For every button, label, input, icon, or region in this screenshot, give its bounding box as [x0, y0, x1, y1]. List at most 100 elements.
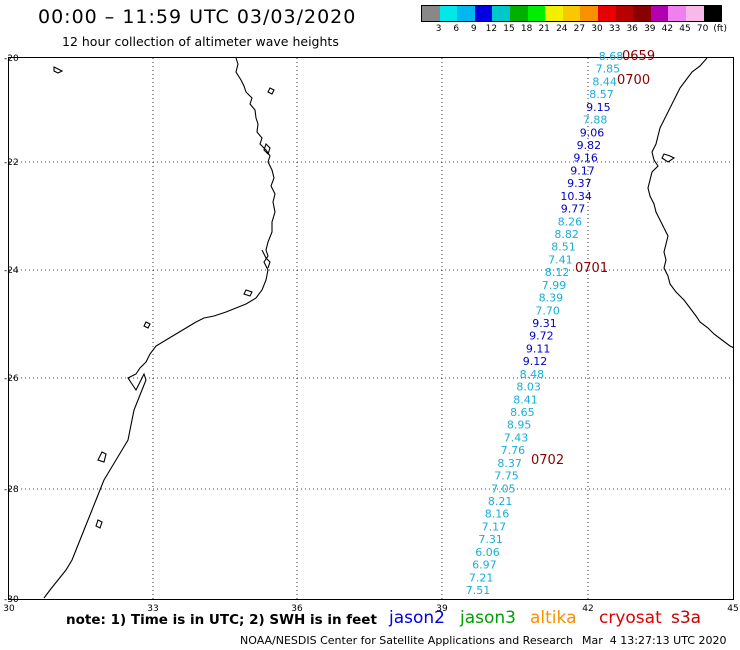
track-value: 8.51	[551, 241, 576, 254]
track-value: 7.76	[501, 444, 526, 457]
color-scale-label: 42	[661, 24, 674, 34]
track-value: 8.37	[497, 457, 522, 470]
track-value: 6.97	[472, 559, 497, 572]
satellite-s3a: s3a	[671, 608, 702, 628]
color-swatch	[597, 6, 616, 21]
note-text: note: 1) Time is in UTC; 2) SWH is in fe…	[66, 612, 377, 628]
island-8	[661, 153, 676, 163]
color-scale-label: 36	[626, 24, 638, 34]
latitude-label: -28	[4, 485, 19, 495]
latitude-label: -20	[4, 54, 19, 64]
track-value: 9.16	[573, 152, 598, 165]
map-frame	[8, 57, 734, 600]
color-scale-label: 24	[556, 24, 568, 34]
color-scale-label: 6	[453, 24, 460, 34]
color-scale-swatches	[421, 5, 723, 22]
color-scale-label: 3	[435, 24, 442, 34]
coastline-mainland-west	[43, 57, 276, 599]
longitude-label: 30	[3, 604, 15, 614]
satellite-cryosat: cryosat	[599, 608, 662, 628]
color-swatch	[580, 6, 598, 21]
lat-lon-grid	[9, 58, 733, 599]
track-value: 9.72	[529, 330, 554, 343]
color-scale-label: 15	[503, 24, 515, 34]
track-value: 9.17	[570, 164, 595, 177]
track-value: 6.06	[475, 546, 500, 559]
footer-date: Mar 4 13:27:13 UTC 2020	[582, 634, 727, 647]
track-value: 7.41	[548, 253, 573, 266]
latitude-label: -30	[4, 595, 19, 605]
longitude-label: 39	[436, 604, 448, 614]
track-value: 8.48	[520, 368, 545, 381]
map-title: 00:00 – 11:59 UTC 03/03/2020	[38, 6, 357, 28]
track-value: 9.06	[580, 126, 605, 139]
coastline-madagascar	[647, 57, 735, 349]
track-time-labels: 0659 0700 0701 0702	[531, 49, 655, 468]
color-scale-label: 9	[470, 24, 477, 34]
track-value: 8.41	[513, 393, 538, 406]
track-value: 9.11	[526, 342, 551, 355]
track-value: 8.95	[507, 419, 532, 432]
color-scale-label: 21	[538, 24, 550, 34]
color-swatch	[703, 6, 722, 21]
color-swatch	[615, 6, 634, 21]
color-swatch	[509, 6, 528, 21]
color-swatch	[422, 6, 440, 21]
longitude-label: 42	[582, 604, 593, 614]
color-swatch	[545, 6, 563, 21]
color-swatch	[474, 6, 493, 21]
color-scale-label: 70	[696, 24, 709, 34]
track-value: 8.39	[539, 292, 564, 305]
color-scale-label: 18	[520, 24, 533, 34]
track-value: 7.31	[478, 533, 503, 546]
track-value: 7.17	[482, 520, 507, 533]
track-time-label: 0702	[531, 453, 564, 468]
latitude-label: -26	[4, 374, 19, 384]
latitude-label: -22	[4, 158, 19, 168]
track-value: 7.99	[542, 279, 567, 292]
track-value: 9.82	[577, 139, 602, 152]
track-value: 8.57	[589, 88, 614, 101]
track-value: 8.03	[516, 381, 541, 394]
island-2	[267, 87, 275, 95]
track-value: 7.05	[491, 482, 516, 495]
track-value: 10.34	[560, 190, 592, 203]
track-value: 9.15	[586, 101, 611, 114]
island-3	[263, 142, 271, 156]
track-value: 7.85	[596, 63, 621, 76]
coastline	[43, 57, 735, 599]
footer-credit: NOAA/NESDIS Center for Satellite Applica…	[240, 634, 574, 647]
track-value: 9.31	[532, 317, 557, 330]
island-5	[243, 289, 253, 297]
latitude-label: -24	[4, 266, 19, 276]
longitude-label: 36	[291, 604, 303, 614]
color-scale-label: 12	[485, 24, 498, 34]
color-swatch	[650, 6, 669, 21]
island-4	[143, 321, 151, 329]
satellite-jason2: jason2	[389, 608, 445, 628]
track-time-label: 0659	[622, 49, 655, 64]
color-swatch	[439, 6, 458, 21]
track-value: 8.16	[485, 508, 510, 521]
track-value: 8.65	[510, 406, 535, 419]
longitude-label: 33	[147, 604, 158, 614]
track-value: 8.82	[554, 228, 579, 241]
color-scale-label: 30	[591, 24, 603, 34]
track-value: 7.43	[504, 431, 529, 444]
track-value: 7.70	[535, 304, 560, 317]
track-value: 9.12	[523, 355, 548, 368]
track-value: 8.12	[545, 266, 570, 279]
color-scale-labels: 3 6 9 12 15 18 21 24 27 30 33 36 39 42 45 70 (ft)	[421, 22, 727, 34]
coastline-inlet	[261, 249, 271, 269]
track-value: 8.21	[488, 495, 513, 508]
color-scale-label: (ft)	[713, 24, 727, 34]
color-swatch	[527, 6, 546, 21]
color-swatch	[685, 6, 704, 21]
altimeter-track-values: 8.687.858.448.579.157.889.069.829.169.17…	[466, 50, 624, 597]
satellite-jason3: jason3	[460, 608, 516, 628]
track-value: 8.26	[558, 215, 583, 228]
track-value: 7.75	[494, 470, 519, 483]
color-scale-label: 39	[644, 24, 656, 34]
